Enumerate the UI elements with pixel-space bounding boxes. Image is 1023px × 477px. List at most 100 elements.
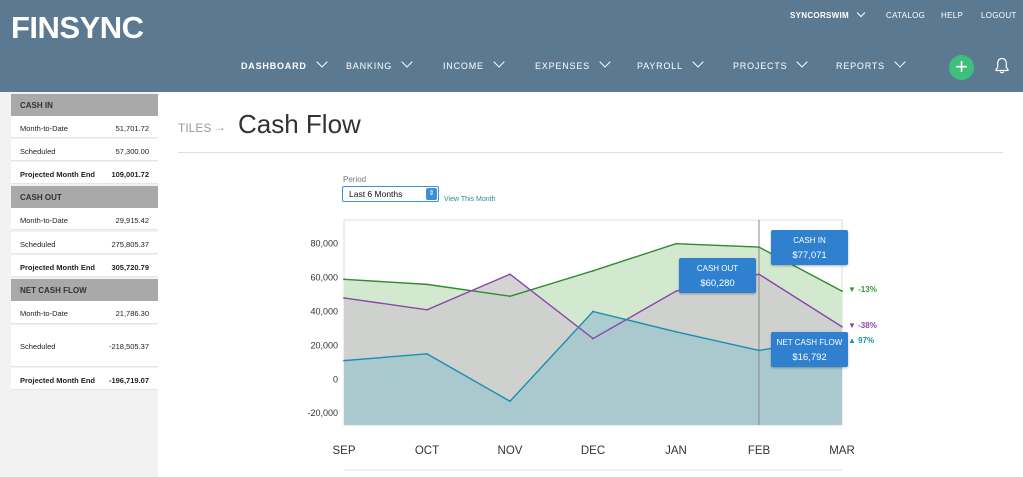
row-value: 305,720.79 [111, 263, 149, 272]
net-cash-flow-header[interactable]: NET CASH FLOW [11, 279, 158, 301]
row-label: Month-to-Date [20, 309, 68, 318]
row-value: 109,001.72 [111, 170, 149, 179]
nav-banking[interactable]: BANKING [346, 56, 413, 71]
logout-link[interactable]: LOGOUT [981, 11, 1017, 20]
nav-income-label: INCOME [443, 61, 484, 71]
top-navbar: FINSYNC SYNCORSWIM CATALOG HELP LOGOUT D… [0, 0, 1023, 92]
view-this-month-link[interactable]: View This Month [444, 196, 496, 203]
nav-dashboard-label: DASHBOARD [241, 61, 307, 71]
x-tick-label: OCT [415, 445, 439, 457]
row-value: 57,300.00 [115, 147, 149, 156]
user-name: SYNCORSWIM [790, 11, 849, 20]
nav-expenses[interactable]: EXPENSES [535, 56, 611, 71]
user-menu[interactable]: SYNCORSWIM [790, 8, 866, 20]
row-label: Month-to-Date [20, 216, 68, 225]
nav-reports-label: REPORTS [836, 61, 885, 71]
period-label: Period [343, 175, 367, 184]
cash-out-scheduled-row: Scheduled 275,805.37 [11, 232, 158, 254]
y-tick-label: 60,000 [310, 273, 338, 283]
data-point [841, 325, 843, 328]
cash-out-callout: CASH OUT $60,280 [679, 258, 756, 293]
finsync-logo[interactable]: FINSYNC [11, 10, 144, 45]
row-value: 275,805.37 [111, 240, 149, 249]
nav-dashboard[interactable]: DASHBOARD [241, 56, 328, 71]
row-label: Scheduled [20, 147, 56, 156]
nav-projects-label: PROJECTS [733, 61, 788, 71]
callout-label: CASH OUT [696, 264, 739, 273]
data-point [343, 359, 345, 362]
callout-value: $60,280 [700, 278, 735, 289]
x-tick-label: FEB [748, 445, 771, 457]
row-value: -196,719.07 [108, 376, 149, 385]
data-point [426, 308, 428, 311]
row-label: Projected Month End [20, 263, 95, 272]
help-link[interactable]: HELP [941, 11, 964, 20]
data-point [592, 310, 594, 313]
net-cash-flow-delta: ▲ 97% [848, 336, 875, 345]
breadcrumb-tiles[interactable]: TILES [178, 121, 212, 135]
callout-label: CASH IN [793, 236, 826, 245]
x-tick-label: JAN [665, 445, 687, 457]
summary-sidebar: CASH IN Month-to-Date 51,701.72 Scheduled… [0, 92, 158, 477]
row-label: Month-to-Date [20, 124, 68, 133]
net-scheduled-row: Scheduled -218,505.37 [11, 325, 158, 367]
series-area-net-cash-flow [344, 311, 842, 425]
data-point [426, 283, 428, 286]
data-point [343, 278, 345, 281]
cash-out-delta: ▼ -38% [848, 321, 877, 330]
bell-icon[interactable] [995, 57, 1009, 80]
add-button[interactable]: + [949, 55, 974, 80]
row-label: Projected Month End [20, 376, 95, 385]
cash-out-mtd-row: Month-to-Date 29,915.42 [11, 208, 158, 230]
nav-projects[interactable]: PROJECTS [733, 56, 809, 71]
page-title: Cash Flow [238, 109, 361, 139]
plus-icon: + [955, 54, 968, 79]
catalog-link[interactable]: CATALOG [886, 11, 926, 20]
data-point [509, 295, 511, 298]
period-selected-value: Last 6 Months [349, 189, 403, 199]
cash-in-mtd-row: Month-to-Date 51,701.72 [11, 116, 158, 138]
y-tick-label: -20,000 [307, 408, 338, 418]
net-projected-row: Projected Month End -196,719.07 [11, 368, 158, 390]
row-label: Scheduled [20, 342, 56, 351]
callout-value: $77,071 [792, 250, 827, 261]
callout-value: $16,792 [792, 352, 827, 363]
y-tick-label: 0 [333, 374, 338, 384]
row-value: -218,505.37 [108, 342, 149, 351]
x-tick-label: NOV [498, 445, 523, 457]
net-cash-flow-callout: NET CASH FLOW $16,792 [771, 332, 848, 367]
data-point [343, 297, 345, 299]
net-mtd-row: Month-to-Date 21,786.30 [11, 301, 158, 324]
cash-in-header[interactable]: CASH IN [11, 94, 158, 116]
cash-out-header[interactable]: CASH OUT [11, 186, 158, 208]
nav-payroll[interactable]: PAYROLL [637, 56, 704, 71]
data-point [675, 330, 677, 333]
cash-in-callout: CASH IN $77,071 [771, 230, 848, 265]
nav-expenses-label: EXPENSES [535, 61, 590, 71]
select-arrows-icon: ⇕ [426, 188, 437, 200]
nav-payroll-label: PAYROLL [637, 61, 683, 71]
row-value: 51,701.72 [115, 124, 149, 133]
data-point [592, 269, 594, 272]
title-divider [178, 152, 1003, 153]
data-point [758, 246, 760, 249]
row-value: 29,915.42 [115, 216, 149, 225]
y-tick-label: 40,000 [310, 306, 338, 316]
data-point [426, 352, 428, 355]
data-point [841, 290, 843, 293]
period-select[interactable]: Last 6 Months ⇕ [342, 186, 439, 202]
nav-banking-label: BANKING [346, 61, 393, 71]
nav-income[interactable]: INCOME [443, 56, 505, 71]
data-point [758, 349, 760, 352]
data-point [675, 242, 677, 245]
row-label: Projected Month End [20, 170, 95, 179]
cash-out-projected-row: Projected Month End 305,720.79 [11, 255, 158, 277]
nav-reports[interactable]: REPORTS [836, 56, 906, 71]
cash-in-delta: ▼ -13% [848, 285, 877, 294]
y-tick-label: 80,000 [310, 239, 338, 249]
cash-in-projected-row: Projected Month End 109,001.72 [11, 162, 158, 184]
x-tick-label: SEP [332, 445, 355, 457]
y-tick-label: 20,000 [310, 340, 338, 350]
row-label: Scheduled [20, 240, 56, 249]
x-tick-label: DEC [581, 445, 605, 457]
